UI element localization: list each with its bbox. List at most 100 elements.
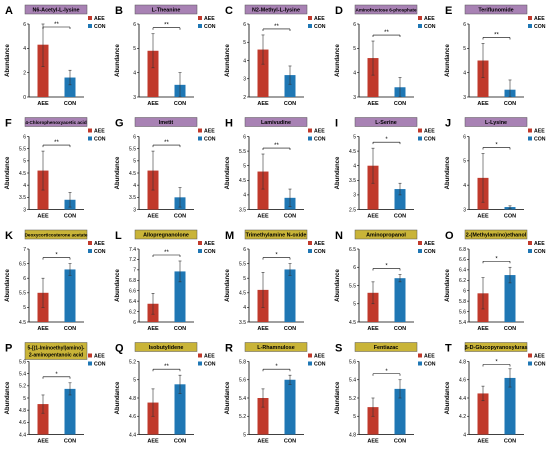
panel-title-box xyxy=(134,229,198,240)
y-tick-label: 5 xyxy=(353,46,356,52)
panel-letter: I xyxy=(335,118,338,130)
y-axis-label: Abundance xyxy=(225,156,231,189)
panel-letter: K xyxy=(5,230,13,242)
x-tick-label: CON xyxy=(64,326,76,332)
panel-title: N2-Methyl-L-lysine xyxy=(252,8,300,14)
y-tick-label: 5.5 xyxy=(349,283,356,289)
legend-swatch-aee xyxy=(418,353,422,358)
x-tick-label: AEE xyxy=(147,439,159,445)
y-tick-label: 5 xyxy=(243,40,246,46)
legend-label-aee: AEE xyxy=(534,16,545,22)
panel-title-box xyxy=(134,342,198,352)
y-axis-label: Abundance xyxy=(335,269,341,302)
y-tick-label: 5.8 xyxy=(459,299,466,305)
legend-label-con: CON xyxy=(204,24,216,30)
panel-title: β-D-Glucopyranosyluras xyxy=(465,345,528,351)
legend-label-aee: AEE xyxy=(204,128,215,134)
y-tick-label: 7.2 xyxy=(129,257,136,263)
legend-swatch-con xyxy=(88,249,92,253)
y-tick-label: 5.4 xyxy=(459,320,466,326)
y-tick-label: 4.8 xyxy=(129,396,136,402)
y-tick-label: 6 xyxy=(243,134,246,140)
legend-label-aee: AEE xyxy=(94,241,105,247)
significance-label: ** xyxy=(164,140,169,146)
y-tick-label: 5 xyxy=(133,378,136,384)
y-axis-label: Abundance xyxy=(115,44,121,77)
panel-title-box xyxy=(244,117,308,127)
panel-letter: L xyxy=(115,230,122,242)
x-tick-label: CON xyxy=(394,214,406,220)
legend-swatch-con xyxy=(308,24,312,28)
significance-label: * xyxy=(275,364,278,370)
significance-label: ** xyxy=(164,23,169,29)
y-axis-label: Abundance xyxy=(335,156,341,189)
bar-aee xyxy=(257,398,269,435)
bar-con xyxy=(504,275,516,322)
legend-swatch-aee xyxy=(528,16,532,20)
y-tick-label: 5 xyxy=(243,276,246,282)
x-tick-label: CON xyxy=(504,101,516,107)
legend-label-con: CON xyxy=(424,136,436,142)
y-tick-label: 5.6 xyxy=(459,309,466,315)
legend-swatch-aee xyxy=(88,128,92,133)
legend-label-con: CON xyxy=(94,136,106,142)
legend-swatch-con xyxy=(528,24,532,28)
bar-con xyxy=(394,189,406,210)
significance-label: ** xyxy=(274,143,279,149)
legend-swatch-aee xyxy=(198,353,202,358)
panel-title: Trimethylamine N-oxide xyxy=(246,233,307,239)
y-tick-label: 5.6 xyxy=(239,378,246,384)
panel-n: N Aminopropanol 4.5 5 5.5 6 6.5 Abundance AEE CON… xyxy=(335,229,436,332)
legend-label-con: CON xyxy=(204,361,216,367)
x-tick-label: CON xyxy=(284,101,296,107)
y-tick-label: 5.5 xyxy=(129,146,136,152)
panel-title: Deoxycorticosterone acetate xyxy=(25,233,88,238)
legend-label-aee: AEE xyxy=(314,128,325,134)
legend-label-aee: AEE xyxy=(534,353,545,359)
panel-m: M Trimethylamine N-oxide 3.5 4 4.5 5 5.5 6 Abund… xyxy=(225,229,326,332)
y-tick-label: 4 xyxy=(243,193,246,199)
legend-label-con: CON xyxy=(314,361,326,367)
x-tick-label: AEE xyxy=(477,214,489,220)
panel-letter: P xyxy=(5,343,12,355)
significance-label: * xyxy=(495,360,498,366)
x-tick-label: AEE xyxy=(367,326,379,332)
x-tick-label: CON xyxy=(174,326,186,332)
y-tick-label: 4.8 xyxy=(19,408,26,414)
y-tick-label: 6.5 xyxy=(19,261,26,267)
y-axis-label: Abundance xyxy=(115,156,121,189)
legend-swatch-con xyxy=(528,136,532,141)
panel-letter: M xyxy=(225,230,234,242)
y-tick-label: 5 xyxy=(133,46,136,52)
y-tick-label: 5 xyxy=(353,302,356,308)
significance-label: * xyxy=(55,253,58,259)
bar-aee xyxy=(147,402,159,435)
significance-label: ** xyxy=(164,364,169,370)
y-tick-label: 6.5 xyxy=(349,247,356,253)
legend-swatch-aee xyxy=(88,353,92,358)
y-tick-label: 6 xyxy=(133,134,136,140)
x-tick-label: AEE xyxy=(147,326,159,332)
bar-aee xyxy=(367,58,379,97)
y-axis-label: Abundance xyxy=(115,269,121,302)
y-tick-label: 4 xyxy=(353,164,356,170)
y-tick-label: 5 xyxy=(353,134,356,140)
panel-letter: A xyxy=(5,5,13,17)
legend-swatch-con xyxy=(418,361,422,366)
y-tick-label: 2.5 xyxy=(349,207,356,213)
significance-label: * xyxy=(385,369,388,375)
x-tick-label: AEE xyxy=(477,439,489,445)
legend-swatch-aee xyxy=(528,241,532,245)
x-tick-label: CON xyxy=(64,101,76,107)
legend-swatch-aee xyxy=(88,241,92,245)
legend-swatch-con xyxy=(198,24,202,28)
panel-title-box xyxy=(354,117,418,127)
y-tick-label: 4.5 xyxy=(129,171,136,177)
legend-swatch-aee xyxy=(88,16,92,20)
y-tick-label: 4 xyxy=(133,70,136,76)
significance-label: ** xyxy=(164,250,169,256)
x-tick-label: CON xyxy=(284,214,296,220)
bar-aee xyxy=(477,393,489,435)
panel-h: H Lamivudine 3.5 4 4.5 5 5.5 6 Abundance AEE CON **… xyxy=(225,117,326,220)
legend-label-aee: AEE xyxy=(534,241,545,247)
